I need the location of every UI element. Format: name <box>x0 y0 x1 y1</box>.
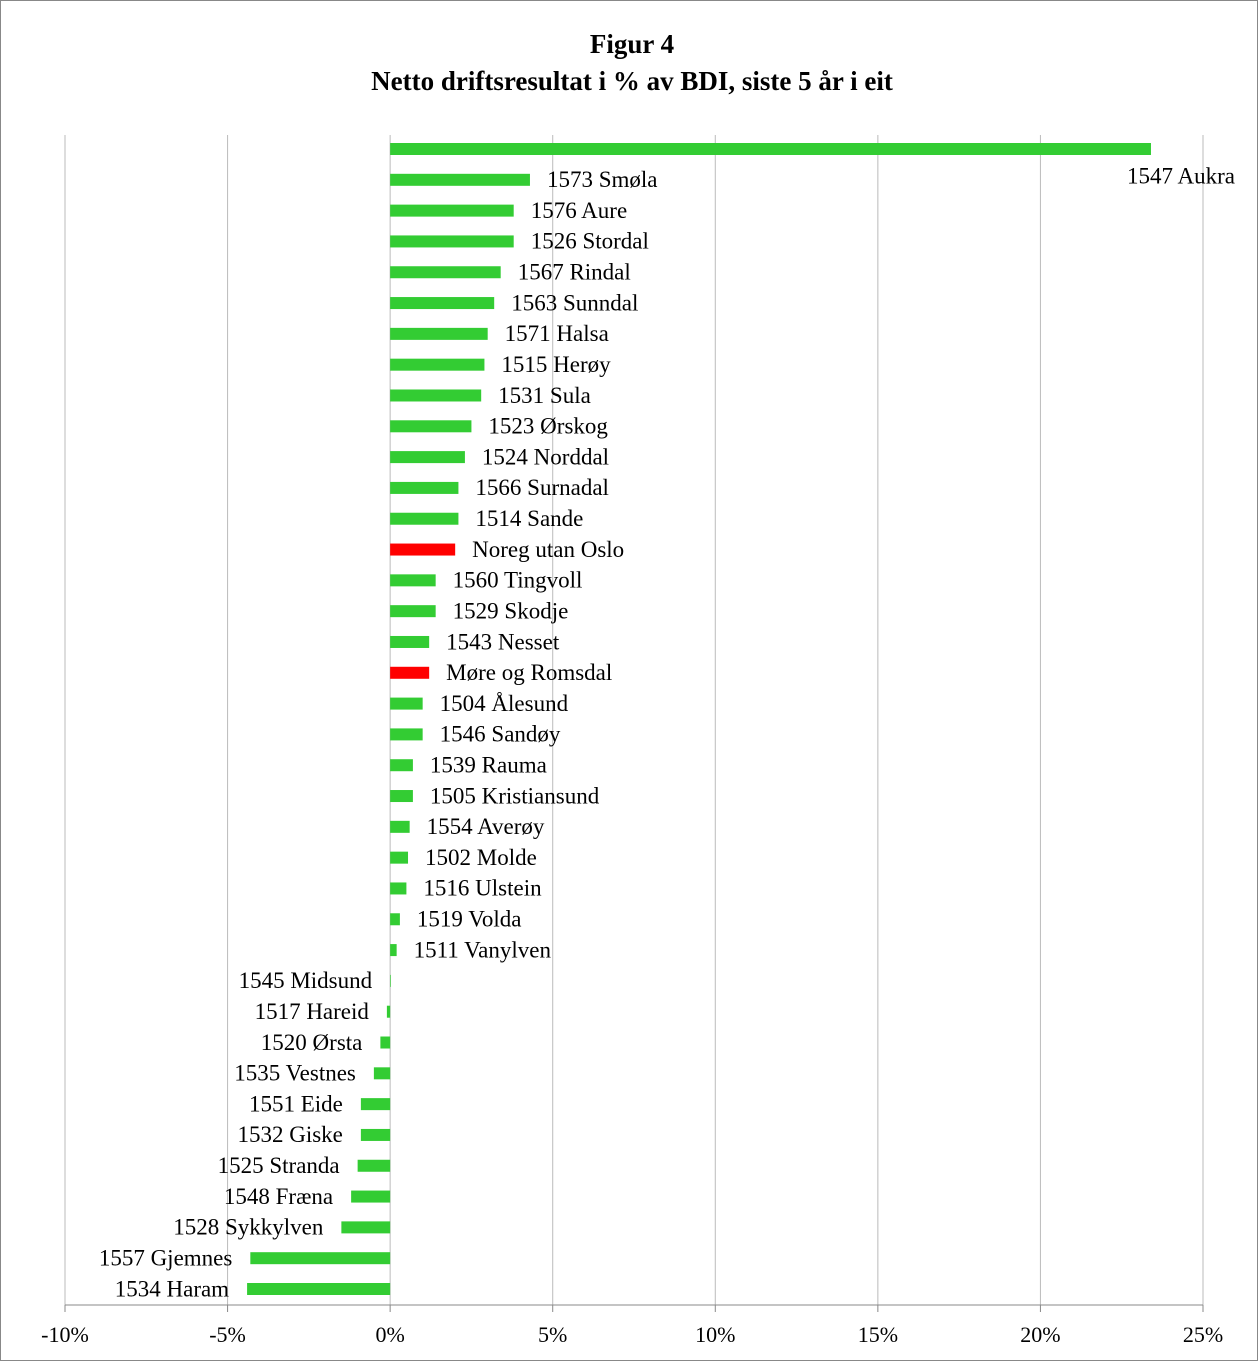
bar-label: 1535 Vestnes <box>234 1061 356 1086</box>
bar <box>390 266 501 279</box>
bar-label: 1514 Sande <box>475 506 583 531</box>
bar <box>390 574 436 587</box>
bar-label: 1532 Giske <box>237 1122 342 1147</box>
chart-title: Figur 4 <box>590 29 674 59</box>
bar <box>247 1283 391 1295</box>
bar-label: 1529 Skodje <box>453 598 569 623</box>
bar-label: 1528 Sykkylven <box>173 1215 324 1240</box>
bar-label: 1543 Nesset <box>446 629 560 654</box>
bar <box>390 728 423 741</box>
bar <box>351 1190 391 1203</box>
bar-label: 1547 Aukra <box>1127 163 1235 188</box>
bar <box>373 1067 391 1080</box>
x-tick-label: -10% <box>41 1322 89 1347</box>
bar <box>390 235 514 248</box>
bar <box>390 666 430 679</box>
bar-label: 1523 Ørskog <box>488 414 608 439</box>
bar-label: 1567 Rindal <box>518 260 631 285</box>
bar-label: 1519 Volda <box>417 907 522 932</box>
bar <box>390 389 482 402</box>
bar <box>390 697 423 710</box>
bar-label: 1560 Tingvoll <box>453 568 583 593</box>
bar-label: Noreg utan Oslo <box>472 537 624 562</box>
x-tick-label: 0% <box>375 1322 404 1347</box>
bar-label: 1546 Sandøy <box>440 722 561 747</box>
x-tick-label: 5% <box>538 1322 567 1347</box>
bar-label: 1505 Kristiansund <box>430 783 600 808</box>
bar-label: 1526 Stordal <box>531 229 649 254</box>
bar-label: 1576 Aure <box>531 198 627 223</box>
bar-label: 1531 Sula <box>498 383 591 408</box>
bar-label: 1554 Averøy <box>427 814 545 839</box>
bar <box>390 974 391 987</box>
bar-label: 1517 Hareid <box>255 999 370 1024</box>
bar-label: 1548 Fræna <box>224 1184 333 1209</box>
bar-label: 1534 Haram <box>115 1276 229 1301</box>
bar <box>390 605 436 618</box>
x-tick-label: 25% <box>1183 1322 1223 1347</box>
bar-label: 1515 Herøy <box>501 352 611 377</box>
bar <box>390 543 456 556</box>
bar <box>380 1036 391 1049</box>
bar <box>386 1005 391 1018</box>
bar <box>390 420 472 433</box>
bar <box>390 635 430 648</box>
bar <box>250 1252 391 1265</box>
bar <box>357 1159 391 1172</box>
bar <box>390 143 1151 155</box>
bar <box>390 512 459 525</box>
x-tick-label: -5% <box>209 1322 246 1347</box>
x-tick-label: 20% <box>1020 1322 1060 1347</box>
bar <box>390 358 485 371</box>
bar <box>390 297 495 310</box>
bar-label: 1525 Stranda <box>218 1153 340 1178</box>
bar-label: 1563 Sunndal <box>511 290 638 315</box>
bar-label: 1524 Norddal <box>482 444 609 469</box>
bar <box>360 1128 391 1141</box>
x-tick-label: 10% <box>695 1322 735 1347</box>
bar <box>390 759 413 772</box>
bar <box>390 481 459 494</box>
bar-label: 1511 Vanylven <box>414 937 552 962</box>
bar-label: 1551 Eide <box>249 1091 343 1116</box>
bar-label: 1566 Surnadal <box>475 475 609 500</box>
bar-label: 1545 Midsund <box>239 968 373 993</box>
bar <box>390 913 400 926</box>
bar <box>390 851 409 864</box>
chart-subtitle: Netto driftsresultat i % av BDI, siste 5… <box>371 66 893 96</box>
bar-label: 1539 Rauma <box>430 752 547 777</box>
bar-label: 1516 Ulstein <box>423 876 542 901</box>
bar-label: 1573 Smøla <box>547 167 658 192</box>
bar <box>390 327 488 340</box>
bar <box>360 1098 391 1111</box>
bar <box>390 820 410 833</box>
bar-label: 1557 Gjemnes <box>99 1245 233 1270</box>
bar <box>390 790 413 803</box>
bar <box>341 1221 391 1234</box>
bar-label: 1504 Ålesund <box>440 691 569 716</box>
bar-label: Møre og Romsdal <box>446 660 612 685</box>
bar-label: 1520 Ørsta <box>261 1030 363 1055</box>
bar-label: 1571 Halsa <box>505 321 609 346</box>
bar <box>390 204 514 217</box>
bar <box>390 173 530 186</box>
bar <box>390 451 465 464</box>
bar <box>390 882 407 895</box>
bar <box>390 944 397 957</box>
bar-label: 1502 Molde <box>425 845 537 870</box>
x-tick-label: 15% <box>858 1322 898 1347</box>
